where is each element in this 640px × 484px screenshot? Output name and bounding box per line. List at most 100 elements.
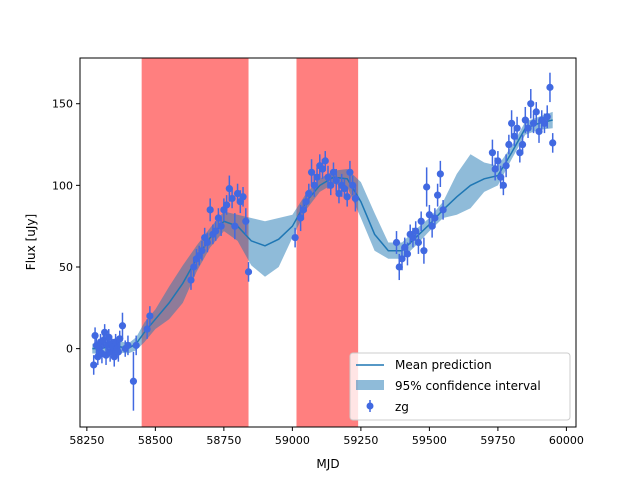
data-point bbox=[190, 263, 198, 271]
data-point bbox=[124, 341, 132, 349]
data-point bbox=[340, 185, 349, 193]
data-point bbox=[118, 322, 127, 330]
x-tick-label: 58250 bbox=[69, 434, 104, 447]
data-point bbox=[527, 100, 535, 108]
data-point bbox=[351, 194, 360, 203]
x-tick-label: 60000 bbox=[549, 434, 584, 447]
y-tick-label: 150 bbox=[52, 98, 73, 111]
legend-box bbox=[349, 352, 571, 421]
x-tick-label: 58500 bbox=[138, 434, 173, 447]
data-point bbox=[203, 238, 212, 247]
data-point bbox=[436, 170, 444, 178]
data-point bbox=[132, 341, 140, 349]
data-point bbox=[510, 132, 518, 140]
data-point bbox=[349, 181, 357, 189]
y-axis-ticks: 0 50 100 150 bbox=[52, 98, 80, 356]
legend-mean-label: Mean prediction bbox=[395, 358, 492, 372]
y-tick-label: 100 bbox=[52, 179, 73, 192]
x-tick-label: 59500 bbox=[412, 434, 447, 447]
data-point bbox=[409, 234, 417, 242]
x-tick-label: 58750 bbox=[206, 434, 241, 447]
data-point bbox=[321, 157, 329, 165]
data-point bbox=[310, 181, 318, 189]
data-point bbox=[521, 116, 529, 124]
data-point bbox=[324, 173, 332, 181]
data-point bbox=[434, 191, 442, 199]
legend-band-label: 95% confidence interval bbox=[395, 379, 541, 393]
plot-frame bbox=[79, 57, 577, 428]
x-axis-label: MJD bbox=[316, 457, 339, 471]
data-point bbox=[206, 206, 214, 214]
data-point bbox=[529, 119, 538, 127]
data-point bbox=[198, 247, 206, 255]
data-point bbox=[343, 193, 351, 201]
data-point bbox=[318, 165, 327, 173]
data-point bbox=[518, 140, 527, 149]
data-point bbox=[335, 189, 343, 198]
data-point bbox=[513, 124, 521, 132]
data-point bbox=[494, 157, 502, 165]
data-point bbox=[401, 243, 409, 251]
data-point bbox=[403, 250, 412, 258]
data-point bbox=[414, 238, 423, 247]
data-point bbox=[223, 201, 231, 209]
data-point bbox=[516, 149, 524, 157]
data-point bbox=[398, 255, 406, 263]
data-point bbox=[425, 211, 433, 219]
data-point bbox=[505, 140, 513, 149]
legend-zg-label: zg bbox=[395, 400, 409, 414]
data-point bbox=[302, 198, 310, 206]
y-tick-label: 0 bbox=[66, 343, 73, 356]
data-point bbox=[395, 263, 403, 271]
data-point bbox=[225, 185, 233, 193]
data-point bbox=[540, 119, 549, 127]
data-point bbox=[114, 348, 122, 356]
data-point bbox=[439, 206, 447, 214]
data-point bbox=[91, 331, 99, 340]
data-point bbox=[428, 222, 436, 230]
data-point bbox=[423, 183, 431, 191]
data-point bbox=[412, 227, 420, 235]
x-tick-label: 59750 bbox=[480, 434, 515, 447]
shaded-regions bbox=[141, 58, 359, 427]
data-point bbox=[497, 173, 505, 181]
data-point bbox=[488, 149, 497, 157]
data-point bbox=[146, 312, 154, 320]
data-point bbox=[244, 268, 253, 276]
data-point bbox=[543, 113, 551, 121]
data-point bbox=[217, 222, 225, 230]
y-axis-label: Flux [uJy] bbox=[24, 214, 38, 270]
data-point bbox=[110, 353, 118, 361]
data-point bbox=[305, 189, 313, 198]
data-point bbox=[327, 181, 335, 189]
data-point bbox=[508, 119, 516, 127]
data-point bbox=[228, 194, 236, 203]
data-point bbox=[116, 335, 124, 343]
x-tick-label: 59000 bbox=[275, 434, 310, 447]
data-point bbox=[299, 206, 307, 214]
data-point bbox=[143, 325, 151, 333]
data-points-layer bbox=[90, 72, 557, 411]
data-point bbox=[231, 222, 239, 230]
data-point bbox=[502, 162, 510, 170]
data-point bbox=[187, 276, 195, 284]
data-point bbox=[307, 168, 316, 176]
data-point bbox=[431, 214, 439, 222]
mean-prediction-line bbox=[92, 119, 553, 350]
data-point bbox=[239, 193, 247, 201]
shaded-region-0 bbox=[141, 58, 249, 427]
data-point bbox=[549, 139, 557, 147]
data-point bbox=[233, 189, 242, 198]
data-point bbox=[291, 234, 299, 242]
data-point bbox=[417, 217, 425, 225]
data-point bbox=[491, 165, 499, 173]
data-point bbox=[546, 83, 554, 91]
data-point bbox=[499, 181, 507, 189]
legend: Mean prediction 95% confidence interval … bbox=[349, 352, 571, 421]
data-point bbox=[90, 361, 98, 369]
x-axis-ticks: 58250 58500 58750 59000 59250 59500 59750 60000 bbox=[69, 427, 584, 447]
y-tick-label: 50 bbox=[59, 261, 73, 274]
data-point bbox=[212, 227, 220, 235]
data-point bbox=[535, 127, 543, 136]
